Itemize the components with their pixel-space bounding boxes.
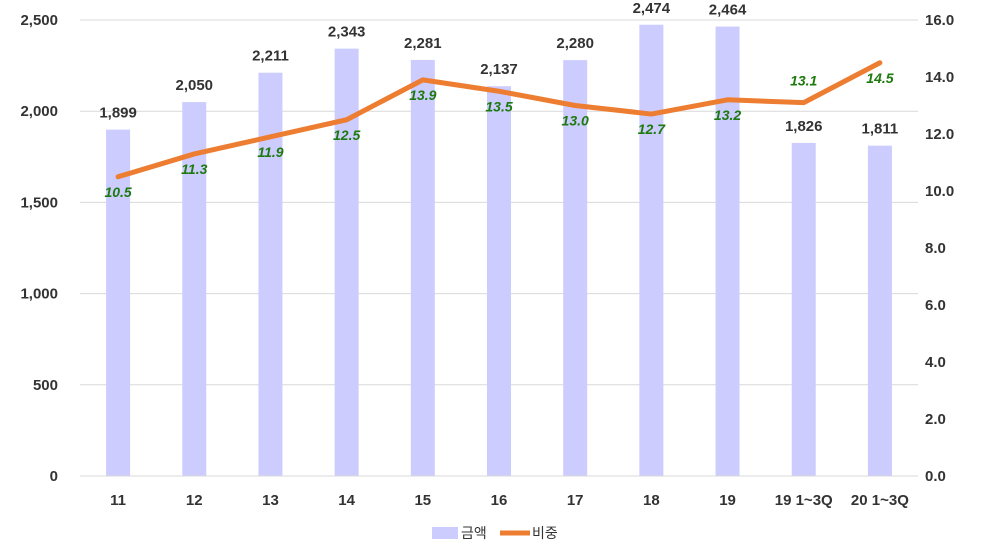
right-axis-tick-label: 8.0 — [925, 240, 946, 257]
right-axis-tick-label: 2.0 — [925, 411, 946, 428]
bar — [182, 102, 207, 476]
share-line — [115, 60, 883, 180]
line-data-label: 13.1 — [790, 73, 817, 89]
line-data-label: 13.2 — [714, 107, 741, 123]
right-axis-tick-label: 4.0 — [925, 354, 946, 371]
line-data-label: 13.5 — [485, 98, 512, 114]
x-axis-tick-label: 14 — [338, 492, 355, 509]
x-axis-tick-label: 15 — [414, 492, 431, 509]
bar — [106, 129, 131, 476]
bar — [715, 26, 740, 476]
legend-label-amount: 금액 — [461, 526, 487, 542]
line-data-label: 13.0 — [562, 113, 589, 129]
bar — [791, 142, 816, 476]
bar-data-label: 1,826 — [785, 118, 823, 135]
bar-data-label: 1,899 — [99, 105, 137, 122]
x-axis-tick-label: 12 — [186, 492, 203, 509]
x-axis-tick-label: 17 — [567, 492, 584, 509]
bar — [639, 24, 664, 476]
bar — [410, 59, 435, 477]
legend: 금액 비중 — [432, 526, 558, 542]
right-axis-tick-label: 0.0 — [925, 468, 946, 485]
left-axis-tick-label: 2,500 — [20, 12, 58, 29]
x-axis-tick-label: 18 — [643, 492, 660, 509]
x-axis-tick-label: 11 — [110, 492, 126, 509]
line-data-label: 12.7 — [638, 121, 666, 137]
bar-data-label: 2,050 — [175, 77, 213, 94]
bar — [487, 86, 511, 477]
bar — [563, 60, 588, 477]
x-axis-tick-label: 20 1~3Q — [851, 492, 909, 509]
x-axis-tick-label: 16 — [491, 492, 508, 509]
right-axis-tick-label: 6.0 — [925, 297, 946, 314]
left-axis-tick-label: 500 — [33, 377, 58, 394]
right-axis-tick-label: 14.0 — [925, 69, 954, 86]
bar-data-label: 2,464 — [709, 2, 747, 19]
x-axis-tick-label: 13 — [262, 492, 279, 509]
legend-swatch-amount — [432, 527, 458, 539]
left-axis-tick-label: 1,500 — [20, 194, 58, 211]
legend-label-share: 비중 — [532, 526, 558, 542]
bar-data-label: 2,280 — [556, 35, 594, 52]
line-data-label: 10.5 — [104, 184, 131, 200]
right-axis-tick-label: 12.0 — [925, 126, 954, 143]
bar-data-labels: 1,899 2,050 2,211 2,343 2,281 2,137 2,280 2,474… — [99, 0, 898, 138]
line-series — [115, 60, 883, 180]
left-axis-tick-label: 1,000 — [20, 286, 58, 303]
bar-data-label: 2,343 — [328, 24, 366, 41]
left-axis-tick-label: 0 — [50, 468, 58, 485]
line-data-label: 11.9 — [257, 144, 283, 160]
right-axis-tick-label: 10.0 — [925, 183, 954, 200]
right-axis-tick-label: 16.0 — [925, 12, 954, 29]
x-axis-ticks: 11 12 13 14 15 16 17 18 19 19 1~3Q 20 1~3Q — [80, 475, 918, 509]
bar-data-label: 2,211 — [252, 48, 289, 65]
left-axis-ticks: 0 500 1,000 1,500 2,000 2,500 — [20, 12, 58, 485]
line-data-label: 11.3 — [181, 161, 207, 177]
x-axis-tick-label: 19 — [719, 492, 736, 509]
bar-series — [106, 24, 892, 477]
left-axis-tick-label: 2,000 — [20, 103, 58, 120]
line-data-label: 13.9 — [409, 87, 436, 103]
line-data-label: 14.5 — [866, 70, 893, 86]
bar-data-label: 2,474 — [633, 0, 671, 17]
line-data-label: 12.5 — [333, 127, 360, 143]
x-axis-tick-label: 19 1~3Q — [775, 492, 833, 509]
bar-data-label: 1,811 — [862, 121, 899, 138]
bar-data-label: 2,281 — [404, 35, 442, 52]
line-data-labels: 10.5 11.3 11.9 12.5 13.9 13.5 13.0 12.7 13.2 13.1… — [104, 70, 893, 200]
bar — [867, 145, 892, 477]
bar-data-label: 2,137 — [480, 61, 518, 78]
right-axis-ticks: 0.0 2.0 4.0 6.0 8.0 10.0 12.0 14.0 16.0 — [925, 12, 954, 485]
